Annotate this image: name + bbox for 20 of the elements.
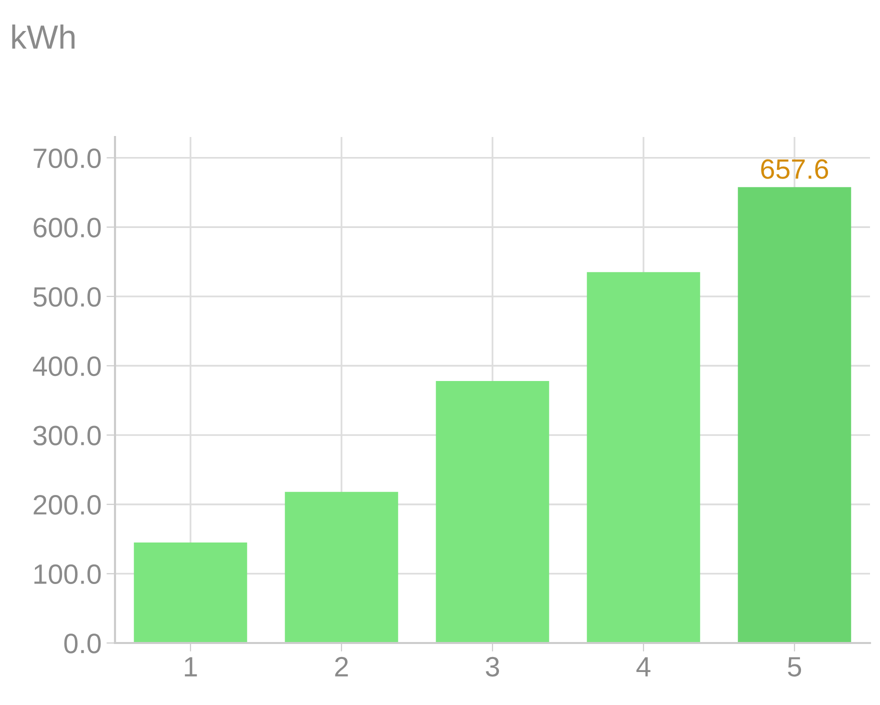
bar — [586, 272, 700, 643]
data-label: 657.6 — [761, 159, 828, 179]
y-tick-label: 0.0 — [64, 634, 101, 654]
y-tick-label: 200.0 — [34, 495, 101, 515]
x-tick-label: 1 — [184, 657, 197, 676]
y-tick-label: 100.0 — [34, 564, 101, 584]
y-tick-label: 300.0 — [33, 426, 101, 446]
y-tick-label: 600.0 — [34, 218, 101, 238]
x-tick-label: 2 — [335, 656, 348, 676]
y-tick-label: 700.0 — [34, 148, 101, 168]
bar — [284, 492, 398, 643]
x-tick-label: 5 — [788, 657, 802, 677]
y-tick-label: 400.0 — [32, 356, 101, 376]
bar — [738, 187, 852, 643]
y-tick-label: 500.0 — [33, 287, 101, 307]
x-tick-label: 3 — [486, 656, 500, 677]
bar — [436, 380, 550, 643]
x-tick-label: 4 — [636, 657, 650, 676]
bar — [134, 542, 248, 643]
chart-title: kWh — [12, 24, 75, 49]
